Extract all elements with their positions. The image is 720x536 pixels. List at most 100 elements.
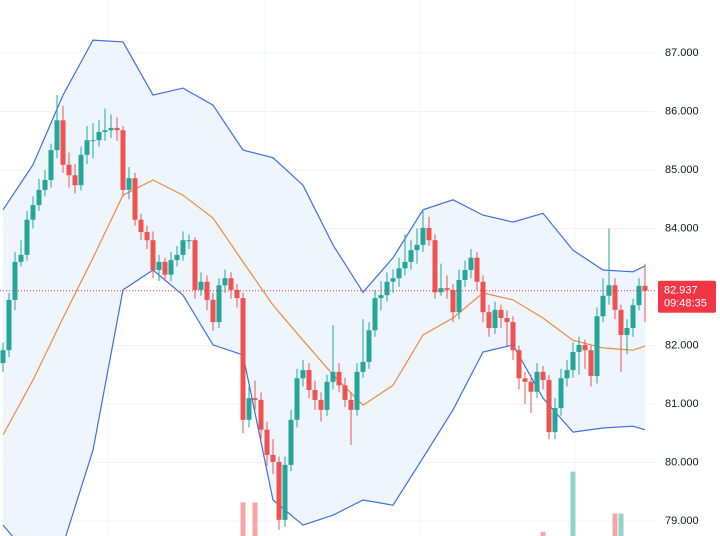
y-tick-label: 86.000 <box>665 105 699 117</box>
candle-body <box>636 285 642 306</box>
candle-body <box>588 350 594 376</box>
candle-body <box>630 305 636 328</box>
candle-body <box>528 381 534 392</box>
candle-body <box>54 120 60 151</box>
candle-body <box>96 131 102 141</box>
candle-body <box>78 154 84 186</box>
candle-body <box>42 179 48 190</box>
candle-body <box>522 378 528 382</box>
candle-body <box>120 130 126 190</box>
candle-body <box>168 260 174 275</box>
candle-body <box>576 344 582 352</box>
candle-body <box>216 285 222 323</box>
candle-body <box>252 398 258 400</box>
candle-body <box>414 244 420 251</box>
band-fill <box>3 40 645 536</box>
candle-body <box>60 120 66 165</box>
last-price-label: 82.937 <box>664 285 698 297</box>
volume-bar <box>570 471 576 536</box>
volume-bar <box>612 513 618 536</box>
candle-body <box>162 261 168 275</box>
candle-body <box>126 178 132 190</box>
candle-body <box>198 281 204 290</box>
candle-body <box>18 254 24 262</box>
candle-body <box>540 371 546 381</box>
candle-body <box>48 150 54 180</box>
candle-body <box>84 140 90 155</box>
candle-body <box>594 316 600 376</box>
band-line <box>2 39 646 294</box>
candle-body <box>342 385 348 400</box>
y-tick-label: 79.000 <box>665 515 699 527</box>
candle-body <box>222 278 228 286</box>
last-price-box <box>658 280 716 313</box>
candle-body <box>378 295 384 299</box>
volume-bar <box>240 502 246 536</box>
candle-body <box>474 257 480 282</box>
candle-body <box>600 295 606 317</box>
time-label: 09:48:35 <box>664 298 707 310</box>
candle-body <box>444 288 450 290</box>
candle-body <box>558 378 564 409</box>
candle-body <box>72 175 78 186</box>
candle-body <box>504 318 510 323</box>
candle-body <box>6 299 12 351</box>
candle-body <box>228 278 234 290</box>
candle-body <box>534 371 540 392</box>
candle-body <box>510 322 516 351</box>
candle-body <box>498 309 504 319</box>
candle-body <box>132 178 138 220</box>
candle-body <box>234 289 240 299</box>
candle-body <box>36 189 42 206</box>
y-tick-label: 84.000 <box>665 222 699 234</box>
candle-body <box>348 399 354 410</box>
candle-body <box>282 464 288 520</box>
candle-body <box>294 378 300 420</box>
candle-body <box>402 261 408 269</box>
candle-body <box>90 140 96 142</box>
candle-body <box>564 370 570 379</box>
candle-body <box>408 250 414 262</box>
candle-body <box>642 285 648 291</box>
candles <box>0 95 655 530</box>
candle-body <box>420 227 426 245</box>
candle-body <box>288 419 294 465</box>
candle-body <box>330 371 336 382</box>
candle-body <box>360 361 366 372</box>
candle-body <box>426 227 432 241</box>
candle-body <box>366 330 372 362</box>
candle-body <box>246 398 252 420</box>
candle-body <box>186 240 192 242</box>
candle-body <box>432 240 438 293</box>
candle-body <box>138 219 144 233</box>
candle-body <box>450 289 456 313</box>
candle-body <box>570 351 576 371</box>
candle-body <box>156 261 162 271</box>
y-tick-label: 85.000 <box>665 164 699 176</box>
candle-body <box>0 350 6 364</box>
volume-bar <box>540 531 546 536</box>
candle-body <box>30 205 36 220</box>
candle-body <box>396 268 402 279</box>
candle-body <box>144 232 150 241</box>
candle-body <box>192 240 198 290</box>
y-tick-label: 87.000 <box>665 47 699 59</box>
candle-body <box>384 281 390 296</box>
candle-body <box>612 285 618 310</box>
candle-body <box>480 281 486 313</box>
candle-body <box>336 371 342 386</box>
candle-body <box>324 381 330 410</box>
candle-body <box>372 298 378 331</box>
candle-body <box>582 344 588 351</box>
candle-body <box>300 370 306 379</box>
y-tick-label: 80.000 <box>665 456 699 468</box>
candle-body <box>270 454 276 462</box>
candle-body <box>462 270 468 280</box>
candle-body <box>12 261 18 300</box>
volume-bar <box>618 513 624 536</box>
candle-body <box>618 309 624 335</box>
candle-body <box>180 240 186 255</box>
candle-body <box>258 399 264 430</box>
price-axis: 79.00080.00081.00082.00083.00084.00085.0… <box>658 47 716 527</box>
